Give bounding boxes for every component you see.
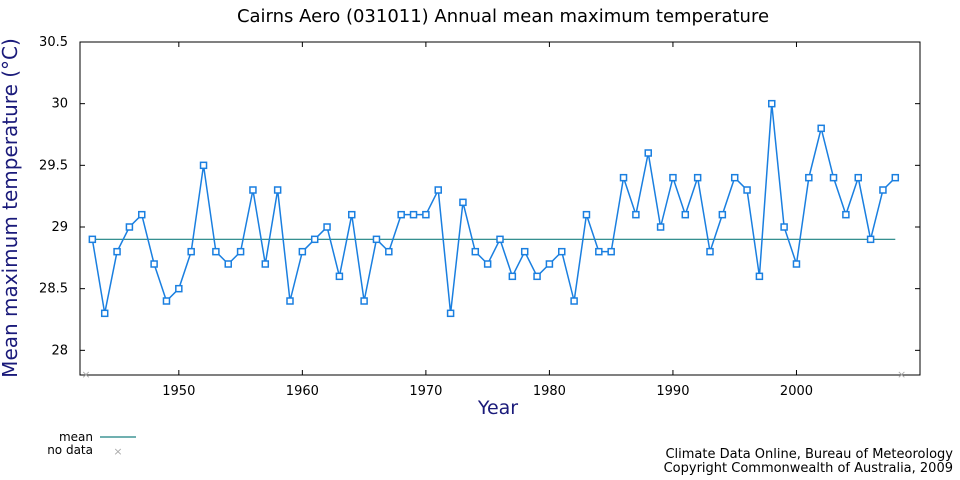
data-point bbox=[261, 260, 270, 268]
x-axis-label: Year bbox=[477, 397, 518, 419]
data-point bbox=[805, 173, 813, 182]
data-point bbox=[817, 124, 825, 133]
y-tick-label: 28.5 bbox=[39, 282, 68, 297]
plot-frame bbox=[79, 41, 921, 376]
data-point bbox=[212, 247, 220, 256]
data-point bbox=[879, 186, 887, 194]
data-point bbox=[348, 210, 356, 219]
y-tick-label: 30 bbox=[51, 97, 68, 112]
data-point bbox=[619, 173, 628, 182]
x-axis: 1950 1960 1970 1980 1990 2000 bbox=[162, 42, 813, 399]
series-group bbox=[88, 99, 900, 318]
data-point bbox=[360, 297, 368, 305]
data-point bbox=[409, 210, 418, 219]
no-data-marker: × bbox=[81, 368, 90, 381]
data-point bbox=[397, 210, 405, 219]
x-tick-label: 1990 bbox=[656, 384, 689, 399]
data-point bbox=[595, 247, 603, 256]
data-point bbox=[273, 186, 282, 194]
data-point bbox=[891, 173, 900, 182]
data-point bbox=[385, 247, 393, 256]
data-point bbox=[298, 247, 307, 256]
data-point bbox=[175, 284, 183, 293]
data-point bbox=[730, 173, 739, 182]
y-tick-label: 30.5 bbox=[39, 35, 68, 50]
no-data-markers: × × bbox=[81, 368, 906, 381]
y-axis-label: Mean maximum temperature (°C) bbox=[0, 38, 22, 378]
y-tick-label: 29 bbox=[51, 220, 68, 235]
x-tick-label: 1970 bbox=[409, 384, 442, 399]
credit-line-1: Climate Data Online, Bureau of Meteorolo… bbox=[665, 447, 953, 462]
x-tick-label: 1950 bbox=[162, 384, 195, 399]
legend-mean-label: mean bbox=[59, 430, 93, 444]
data-point bbox=[669, 173, 677, 182]
data-point bbox=[644, 149, 652, 157]
data-point bbox=[459, 198, 467, 207]
legend-no-data-marker: × bbox=[113, 445, 122, 458]
data-point bbox=[471, 247, 480, 256]
data-point bbox=[508, 272, 517, 281]
data-point bbox=[150, 260, 158, 268]
data-point bbox=[310, 235, 319, 244]
data-point bbox=[100, 309, 109, 318]
data-point bbox=[780, 223, 788, 231]
data-point bbox=[558, 247, 566, 256]
data-point bbox=[335, 272, 344, 281]
legend: mean no data × bbox=[47, 430, 136, 458]
data-point bbox=[718, 210, 727, 219]
data-point bbox=[545, 260, 554, 268]
data-point bbox=[768, 99, 776, 108]
data-point bbox=[434, 186, 442, 194]
data-point bbox=[286, 297, 294, 305]
legend-no-data-label: no data bbox=[47, 443, 93, 457]
data-point bbox=[533, 272, 541, 281]
series-line bbox=[91, 103, 896, 314]
data-point bbox=[125, 223, 134, 231]
data-point bbox=[582, 210, 591, 219]
data-point bbox=[792, 260, 801, 268]
x-tick-label: 2000 bbox=[780, 384, 813, 399]
y-tick-label: 29.5 bbox=[39, 158, 68, 173]
data-point bbox=[88, 235, 97, 244]
y-tick-label: 28 bbox=[51, 343, 68, 358]
data-point bbox=[755, 272, 764, 281]
x-tick-label: 1980 bbox=[533, 384, 566, 399]
data-point bbox=[323, 223, 331, 231]
data-point bbox=[162, 297, 171, 305]
credit-line-2: Copyright Commonwealth of Australia, 200… bbox=[664, 461, 953, 476]
data-point bbox=[236, 247, 245, 256]
data-point bbox=[372, 235, 381, 244]
data-point bbox=[743, 186, 751, 194]
data-point bbox=[854, 173, 862, 182]
no-data-marker: × bbox=[897, 368, 906, 381]
data-point bbox=[693, 173, 702, 182]
y-axis: 28 28.5 29 29.5 30 30.5 bbox=[39, 35, 920, 358]
data-point bbox=[187, 247, 195, 256]
data-point bbox=[829, 173, 838, 182]
data-point bbox=[520, 247, 529, 256]
data-point bbox=[607, 247, 615, 256]
chart-title: Cairns Aero (031011) Annual mean maximum… bbox=[237, 6, 769, 27]
data-point bbox=[138, 210, 146, 219]
data-point bbox=[496, 235, 504, 244]
data-point bbox=[656, 223, 665, 231]
x-tick-label: 1960 bbox=[286, 384, 319, 399]
data-point bbox=[483, 260, 492, 268]
data-point bbox=[681, 210, 690, 219]
data-point bbox=[113, 247, 121, 256]
data-point bbox=[842, 210, 850, 219]
data-point bbox=[632, 210, 640, 219]
data-point bbox=[422, 210, 430, 219]
data-point bbox=[249, 186, 257, 194]
data-point bbox=[224, 260, 232, 268]
data-point bbox=[866, 235, 875, 244]
data-point bbox=[446, 309, 455, 318]
data-point bbox=[706, 247, 714, 256]
data-point bbox=[199, 161, 208, 170]
data-point bbox=[570, 297, 578, 305]
